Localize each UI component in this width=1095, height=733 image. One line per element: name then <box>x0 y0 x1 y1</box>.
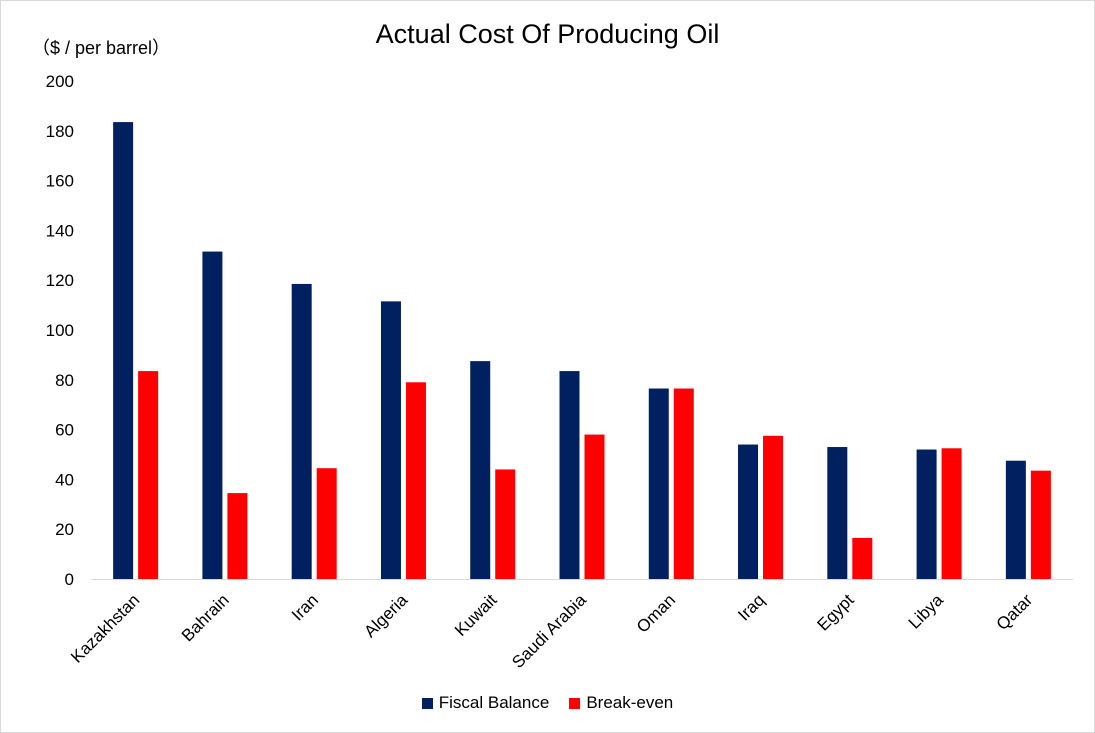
bar-fiscal-balance <box>738 444 759 579</box>
bar-break-even <box>941 448 962 579</box>
bar-break-even <box>405 382 426 579</box>
y-tick-label: 120 <box>46 271 74 290</box>
x-tick-label: Qatar <box>993 590 1037 634</box>
bar-break-even <box>138 371 159 579</box>
y-axis-unit-label: （$ / per barrel） <box>32 38 171 58</box>
x-tick-label: Algeria <box>360 590 411 641</box>
bar-break-even <box>763 435 784 579</box>
bar-fiscal-balance <box>380 301 401 579</box>
y-tick-label: 60 <box>55 421 74 440</box>
bar-break-even <box>316 468 337 579</box>
y-tick-label: 200 <box>46 72 74 91</box>
x-tick-label: Egypt <box>813 590 857 634</box>
bar-fiscal-balance <box>202 251 223 579</box>
legend-label-fiscal-balance: Fiscal Balance <box>438 693 550 712</box>
legend-item-break-even: Break-even <box>569 693 673 713</box>
x-tick-label: Iraq <box>734 590 768 624</box>
x-tick-label: Kazakhstan <box>67 590 143 666</box>
y-tick-label: 80 <box>55 371 74 390</box>
y-tick-label: 40 <box>55 470 74 489</box>
bar-break-even <box>584 434 605 579</box>
bar-fiscal-balance <box>113 122 134 580</box>
legend-item-fiscal-balance: Fiscal Balance <box>421 693 550 713</box>
x-tick-label: Bahrain <box>178 590 233 645</box>
y-tick-label: 100 <box>46 321 74 340</box>
y-tick-label: 20 <box>55 520 74 539</box>
x-tick-label: Libya <box>905 590 948 633</box>
x-tick-label: Iran <box>288 590 322 624</box>
y-tick-label: 140 <box>46 221 74 240</box>
y-tick-label: 180 <box>46 122 74 141</box>
chart-title: Actual Cost Of Producing Oil <box>375 19 720 49</box>
x-tick-label: Saudi Arabia <box>508 590 590 672</box>
bar-fiscal-balance <box>470 361 491 579</box>
bar-break-even <box>1030 470 1051 579</box>
y-tick-label: 0 <box>65 570 74 589</box>
legend: Fiscal Balance Break-even <box>1 693 1094 713</box>
bar-fiscal-balance <box>559 371 580 579</box>
bar-break-even <box>673 388 694 579</box>
legend-swatch-fiscal-balance <box>421 697 433 709</box>
bar-fiscal-balance <box>648 388 669 579</box>
bar-fiscal-balance <box>1005 460 1026 579</box>
legend-swatch-break-even <box>569 697 581 709</box>
bar-chart: 0 20 40 60 80 100 120 140 160 180 200 Kazakhstan Bah… <box>46 72 1073 672</box>
bar-break-even <box>495 469 516 579</box>
bar-fiscal-balance <box>291 283 312 579</box>
legend-label-break-even: Break-even <box>586 693 674 712</box>
bar-break-even <box>852 537 873 579</box>
y-tick-label: 160 <box>46 172 74 191</box>
bar-break-even <box>227 493 248 579</box>
x-tick-label: Kuwait <box>451 590 501 640</box>
bar-fiscal-balance <box>916 449 937 579</box>
x-tick-label: Oman <box>633 590 679 636</box>
bar-fiscal-balance <box>827 447 848 579</box>
